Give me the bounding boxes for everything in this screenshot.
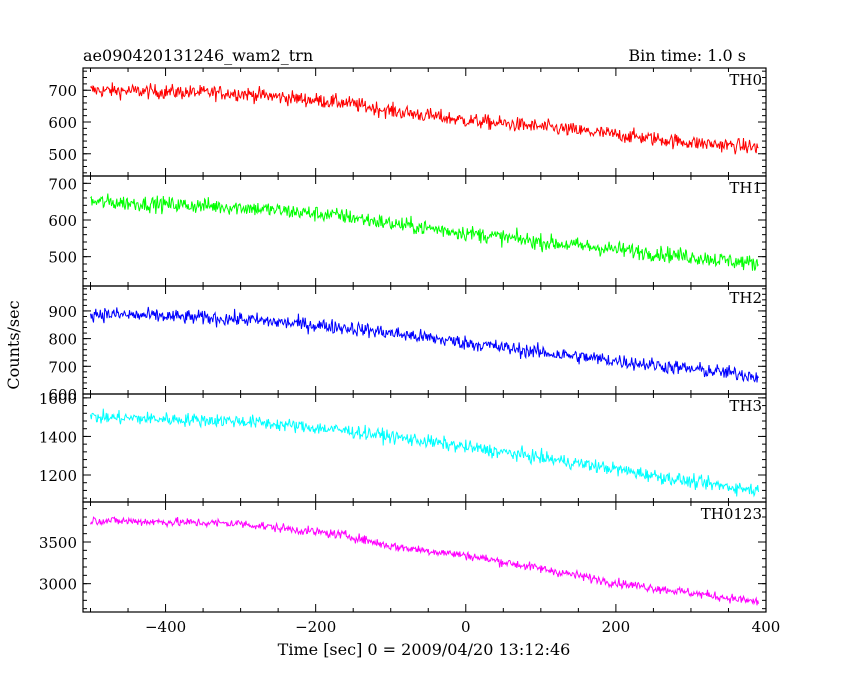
panel-label: TH1 — [729, 179, 762, 197]
x-tick-label: −200 — [295, 618, 336, 636]
y-axis-label: Counts/sec — [4, 300, 23, 389]
data-line-th0 — [90, 82, 759, 155]
panel-th0: 500 600 700 TH0 — [48, 67, 767, 177]
panel-th3: 1200 1400 1600 TH3 — [39, 390, 767, 503]
x-tick-label: 200 — [602, 618, 631, 636]
data-line-th2 — [90, 306, 759, 383]
y-tick-label: 600 — [48, 114, 77, 132]
x-tick-label: 0 — [461, 618, 471, 636]
data-line-th3 — [90, 408, 759, 498]
bin-time-label: Bin time: 1.0 s — [628, 46, 746, 65]
panel-frame — [82, 501, 767, 613]
x-tick-label: 400 — [752, 618, 781, 636]
panel-frame — [82, 285, 767, 395]
panel-th2: 600 700 800 900 TH2 — [48, 285, 767, 404]
panel-label: TH0123 — [701, 505, 762, 523]
panel-frame — [82, 67, 767, 177]
y-tick-label: 1400 — [39, 428, 77, 446]
y-tick-label: 1600 — [39, 390, 77, 408]
panel-label: TH3 — [729, 397, 762, 415]
panel-label: TH2 — [729, 289, 762, 307]
x-tick-label: −400 — [145, 618, 186, 636]
y-tick-label: 3500 — [39, 534, 77, 552]
y-tick-label: 700 — [48, 175, 77, 193]
data-line-th1 — [90, 193, 759, 271]
y-tick-label: 1200 — [39, 467, 77, 485]
chart-title: ae090420131246_wam2_trn — [83, 46, 313, 65]
panel-label: TH0 — [729, 71, 762, 89]
y-tick-label: 700 — [48, 82, 77, 100]
y-tick-label: 600 — [48, 386, 77, 404]
panel-frame — [82, 393, 767, 503]
panel-th1: 500 600 700 TH1 — [48, 175, 767, 287]
panel-frame — [82, 175, 767, 287]
x-axis-label: Time [sec] 0 = 2009/04/20 13:12:46 — [278, 640, 571, 659]
y-tick-label: 600 — [48, 212, 77, 230]
panel-th0123: 3000 3500 TH0123 — [39, 501, 767, 613]
y-tick-label: 700 — [48, 358, 77, 376]
y-tick-label: 500 — [48, 249, 77, 267]
y-tick-label: 3000 — [39, 576, 77, 594]
data-line-th0123 — [90, 516, 759, 606]
y-tick-label: 800 — [48, 331, 77, 349]
y-tick-label: 500 — [48, 146, 77, 164]
panel-group: 500 600 700 TH0 500 600 700 TH1 600 700 800 900 TH2 1… — [39, 67, 781, 636]
y-tick-label: 900 — [48, 303, 77, 321]
